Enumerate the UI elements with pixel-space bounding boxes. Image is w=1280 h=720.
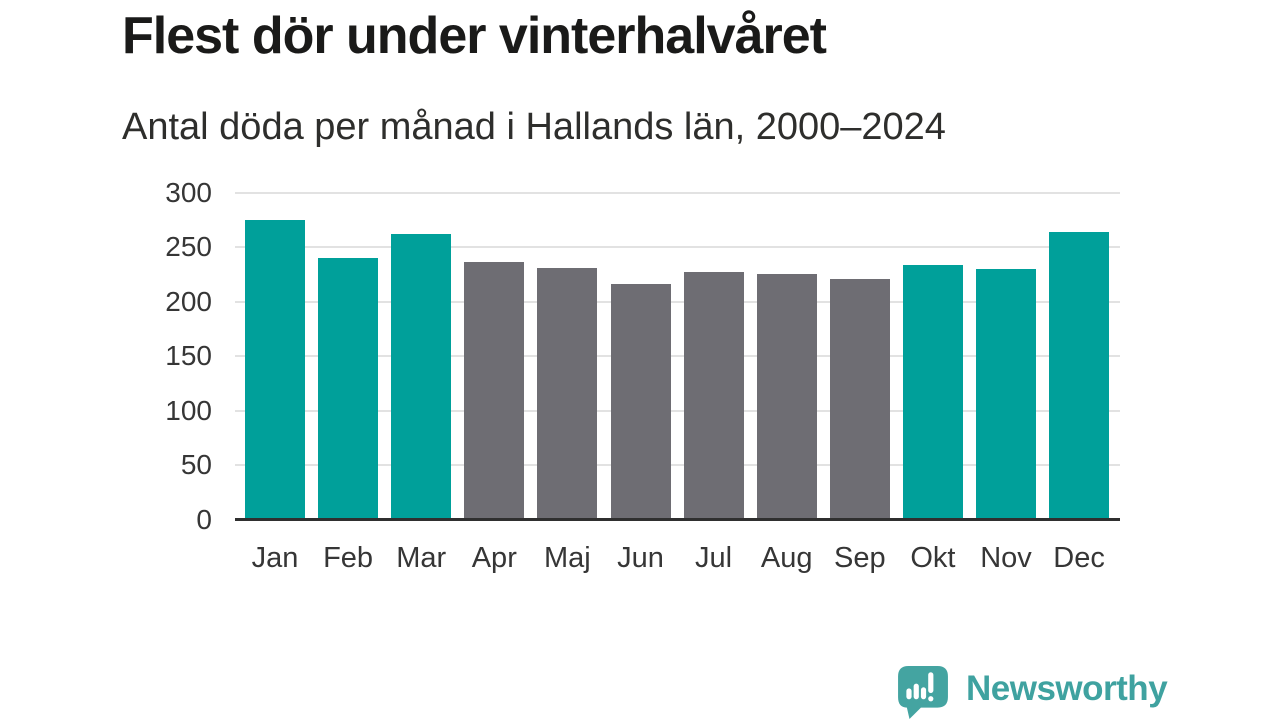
bar-dec [1049,232,1110,520]
gridline-300 [235,192,1120,194]
gridline-150 [235,355,1120,358]
y-tick-250: 250 [165,231,212,263]
y-tick-100: 100 [165,394,212,426]
x-tick-apr: Apr [471,542,517,574]
bar-jul [683,272,744,520]
gridline-200 [235,300,1120,303]
x-tick-mar: Mar [396,542,447,574]
newsworthy-logo-icon [898,666,948,719]
newsworthy-logo: Newsworthy [898,666,1168,719]
chart-subtitle: Antal döda per månad i Hallands län, 200… [122,106,946,148]
bar-jan [245,220,305,520]
bar-jun [610,284,671,520]
chart-title: Flest dör under vinterhalvåret [122,7,827,65]
x-tick-aug: Aug [760,542,813,574]
x-tick-dec: Dec [1053,542,1105,574]
y-tick-300: 300 [165,177,212,208]
x-tick-feb: Feb [323,542,374,574]
y-tick-50: 50 [180,449,212,481]
bar-mar [391,234,452,520]
bar-okt [902,264,963,520]
x-tick-jun: Jun [617,542,664,574]
bar-aug [756,273,817,520]
bar-feb [318,258,379,520]
bar-maj [537,268,598,520]
x-tick-jul: Jul [695,542,733,574]
gridline-100 [235,409,1120,412]
y-tick-150: 150 [165,340,212,372]
x-axis-line [235,518,1120,521]
newsworthy-logo-text: Newsworthy [966,669,1168,708]
x-tick-nov: Nov [980,542,1032,574]
x-tick-sep: Sep [833,542,886,574]
bar-sep [829,278,890,520]
gridline-50 [235,464,1120,467]
y-tick-200: 200 [165,285,212,317]
gridline-250 [235,246,1120,249]
bar-apr [464,261,525,520]
x-tick-jan: Jan [251,542,299,574]
bar-nov [976,269,1036,520]
x-tick-maj: Maj [544,542,591,574]
x-tick-okt: Okt [910,542,956,574]
y-tick-0: 0 [196,503,212,535]
